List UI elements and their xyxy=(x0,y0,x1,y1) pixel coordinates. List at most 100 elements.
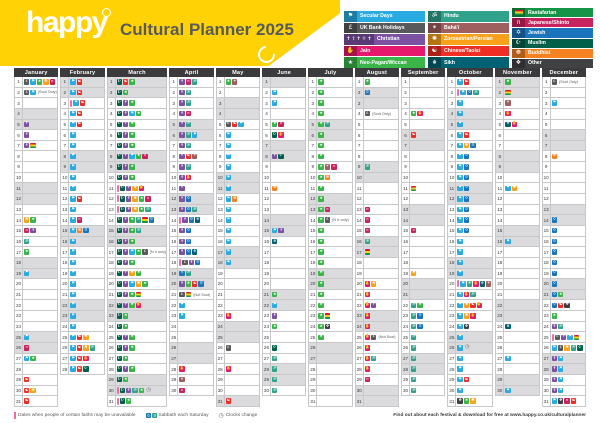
event-marker-buddhist: ☸ xyxy=(232,195,238,202)
day-number: 4 xyxy=(447,108,457,120)
day-number: 12 xyxy=(308,194,318,205)
day-cell xyxy=(504,172,540,184)
event-marker-muslim: ☪ xyxy=(119,185,126,191)
day-row: 9 ⚑ xyxy=(60,162,105,173)
day-row: 10 ⚑ xyxy=(60,172,105,184)
day-number: 17 xyxy=(261,247,271,258)
event-marker-chinese: ☯ xyxy=(76,89,83,96)
day-row: 9 xyxy=(401,162,446,173)
event-marker-hindu: ॐ xyxy=(271,355,278,362)
day-row: 27 ⚑ ★ xyxy=(14,353,59,365)
event-marker-jewish: ✡ xyxy=(551,227,558,234)
event-marker-zoroastrian: ✺ xyxy=(132,206,138,213)
day-cell xyxy=(270,268,307,280)
footer-unavailable: Dates when people of certain faiths may … xyxy=(14,412,136,419)
day-cell: ☯ xyxy=(23,374,59,386)
day-number: 15 xyxy=(495,225,505,237)
event-marker-neopagan: ★ xyxy=(318,206,324,213)
event-marker-secular: ⚑ xyxy=(457,227,463,234)
day-number: 17 xyxy=(308,247,318,258)
day-row: 4 ✝ ᴨ xyxy=(169,108,214,120)
day-number: 27 xyxy=(106,353,116,365)
day-cell: ⚑ ᴨ xyxy=(69,215,105,226)
day-cell: ☪ ★ xyxy=(115,87,168,99)
day-row: 21 ☪ ✝ ★ xyxy=(106,289,168,301)
day-cell: ⚑ xyxy=(456,385,494,397)
event-marker-rasta xyxy=(30,142,36,149)
day-number: 16 xyxy=(60,236,70,248)
day-number: 23 xyxy=(14,311,23,322)
day-number: 29 xyxy=(169,374,179,386)
event-marker-jewish: ✡ xyxy=(417,323,423,330)
day-cell xyxy=(363,140,400,152)
day-number: 24 xyxy=(447,321,457,333)
event-marker-secular: ⚑ xyxy=(70,259,76,266)
day-cell: ⚑ ❖ ᴨ ☯ xyxy=(550,396,586,407)
day-cell: ✝ xyxy=(270,311,307,322)
day-number: 19 xyxy=(308,268,318,280)
event-marker-neopagan: ★ xyxy=(271,121,278,128)
day-cell xyxy=(410,204,446,216)
day-row: 17 ★ xyxy=(14,247,59,258)
event-marker-secular: ⚑ xyxy=(225,153,232,159)
event-marker-christian: ✝ xyxy=(123,227,129,234)
event-marker-muslim: ☪ xyxy=(577,344,583,351)
event-marker-secular: ⚑ xyxy=(457,270,463,277)
event-marker-hindu: ॐ xyxy=(185,164,192,170)
day-cell: £ ✝ ✡ xyxy=(178,257,214,269)
day-number: 22 xyxy=(401,300,411,312)
day-number: 1 xyxy=(60,77,70,88)
day-row: 23 ॐ ✡ xyxy=(401,311,446,322)
day-cell: ☪ ✋ xyxy=(270,130,307,141)
day-cell xyxy=(410,396,445,407)
day-number: 12 xyxy=(60,194,70,205)
day-row: 4 ★ ✋ xyxy=(401,108,446,120)
day-cell: ⚑ xyxy=(69,236,105,248)
day-cell: ॐ xyxy=(23,236,59,248)
day-row: 11 ☪ ✝ ✺ ✋ xyxy=(106,183,168,195)
event-marker-buddhist: ☸ xyxy=(324,174,331,181)
event-marker-christian: ✝ xyxy=(123,334,129,340)
day-cell: £ ⚑ (Scot Only) xyxy=(23,87,59,99)
day-cell xyxy=(363,257,400,269)
day-row: 18 ★ xyxy=(308,257,353,269)
event-marker-christian: ✝ xyxy=(24,121,30,128)
event-marker-muslim: ☪ xyxy=(116,217,123,223)
event-marker-secular: ⚑ xyxy=(457,259,463,266)
day-row: 30 ☪ ✝ ॐ ★ ◷ xyxy=(106,385,168,397)
day-cell: ☪ xyxy=(270,343,307,354)
day-number: 4 xyxy=(401,108,411,120)
day-row: 23 xyxy=(495,311,540,322)
day-row: 23 ☪ ★ xyxy=(106,311,168,322)
day-row: 13 xyxy=(14,204,59,216)
day-number: 7 xyxy=(401,140,411,152)
day-cell: ★ ❖ xyxy=(317,321,353,333)
day-cell xyxy=(504,151,540,163)
event-marker-neopagan: ★ xyxy=(318,323,324,330)
day-cell: ✡ xyxy=(550,247,586,258)
event-marker-jewish: ✡ xyxy=(551,249,558,255)
event-marker-rasta xyxy=(324,313,331,319)
day-row: 25 ★ xyxy=(308,332,353,344)
day-cell xyxy=(504,87,540,99)
event-marker-other: ❖ xyxy=(457,398,463,404)
event-marker-secular: ⚑ xyxy=(238,121,244,128)
event-marker-bahai: ✴ xyxy=(324,164,331,170)
day-number: 11 xyxy=(401,183,411,195)
event-marker-secular: ⚑ xyxy=(70,238,76,245)
event-marker-neopagan: ★ xyxy=(318,334,324,340)
event-marker-shinto: ᴨ xyxy=(411,227,417,234)
event-marker-neopagan: ★ xyxy=(318,100,324,106)
day-row: 19 ⚑ xyxy=(447,268,494,280)
day-cell: ☪ ✝ ★ xyxy=(115,140,168,152)
day-row: 8 xyxy=(14,151,59,163)
day-cell: ✝ ॐ xyxy=(178,162,214,173)
day-number: 15 xyxy=(169,225,179,237)
day-row xyxy=(495,396,539,407)
day-number: 9 xyxy=(169,162,179,173)
day-cell: ⚑ xyxy=(178,311,214,322)
event-marker-bank: £ xyxy=(364,110,371,117)
day-number: 6 xyxy=(308,130,318,141)
day-cell: ✋ ॐ xyxy=(363,353,400,365)
day-row: 15 ⚑ ✡ xyxy=(447,225,494,237)
